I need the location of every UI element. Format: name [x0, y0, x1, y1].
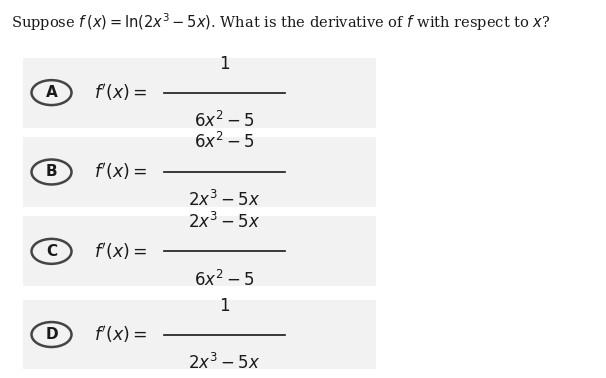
Text: $f'(x)=$: $f'(x)=$	[94, 161, 147, 183]
Text: $2x^3-5x$: $2x^3-5x$	[188, 190, 260, 210]
Text: $6x^2-5$: $6x^2-5$	[194, 132, 255, 152]
FancyBboxPatch shape	[23, 216, 376, 287]
Text: $1$: $1$	[219, 56, 230, 73]
Text: $6x^2-5$: $6x^2-5$	[194, 111, 255, 131]
Text: $f'(x)=$: $f'(x)=$	[94, 241, 147, 262]
FancyBboxPatch shape	[23, 299, 376, 370]
Text: C: C	[46, 244, 57, 259]
Text: Suppose $f\,(x)=\ln\!(2x^3-5x)$. What is the derivative of $f$ with respect to $: Suppose $f\,(x)=\ln\!(2x^3-5x)$. What is…	[11, 11, 550, 33]
Text: B: B	[45, 164, 58, 180]
Text: $1$: $1$	[219, 298, 230, 315]
Text: $2x^3-5x$: $2x^3-5x$	[188, 212, 260, 232]
FancyBboxPatch shape	[23, 137, 376, 207]
Text: $f'(x)=$: $f'(x)=$	[94, 82, 147, 103]
Text: $6x^2-5$: $6x^2-5$	[194, 270, 255, 290]
Text: $2x^3-5x$: $2x^3-5x$	[188, 353, 260, 373]
Text: $f'(x)=$: $f'(x)=$	[94, 324, 147, 345]
Text: D: D	[45, 327, 58, 342]
FancyBboxPatch shape	[23, 58, 376, 128]
Text: A: A	[45, 85, 58, 100]
